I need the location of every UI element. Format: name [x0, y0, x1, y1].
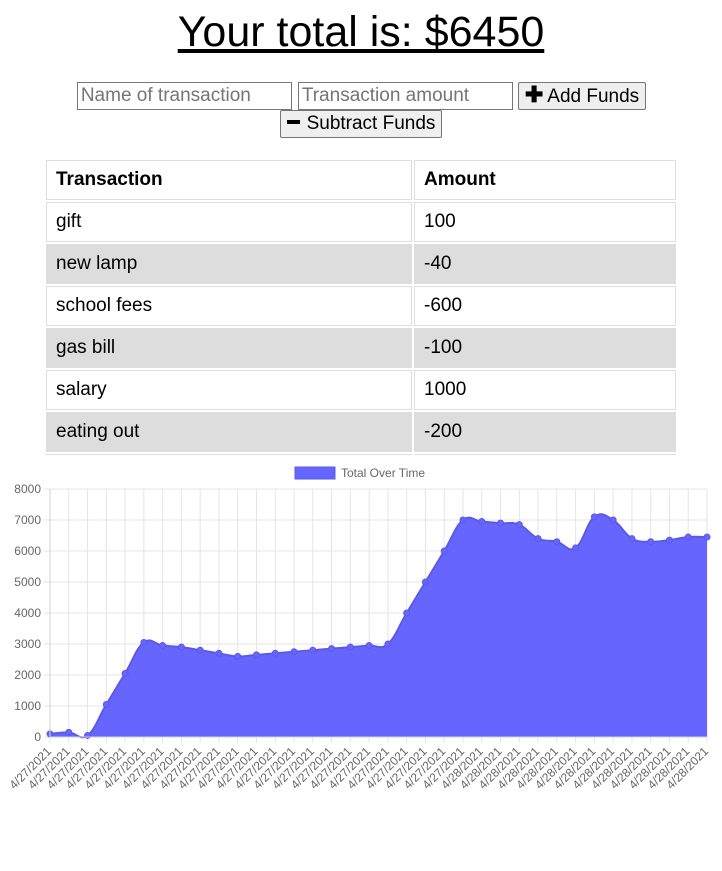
transaction-amount-cell: -600: [414, 286, 676, 326]
y-tick-label: 2000: [14, 668, 41, 682]
data-point: [665, 536, 673, 544]
data-point: [215, 649, 223, 657]
data-point: [703, 533, 711, 541]
y-tick-label: 0: [34, 730, 41, 744]
transaction-amount-cell: 100: [414, 202, 676, 242]
table-row: school fees -600: [46, 286, 676, 326]
area-fill: [50, 514, 707, 738]
data-point: [365, 642, 373, 650]
transaction-name-cell: salary: [46, 370, 412, 410]
data-point: [271, 649, 279, 657]
table-row: gift 100: [46, 202, 676, 242]
data-point: [328, 645, 336, 653]
y-tick-label: 5000: [14, 575, 41, 589]
data-point: [346, 643, 354, 651]
data-point: [290, 648, 298, 656]
table-header-row: Transaction Amount: [46, 160, 676, 200]
plus-icon: ✚: [524, 82, 544, 107]
header-amount: Amount: [414, 160, 676, 200]
data-point: [121, 669, 129, 677]
table-row: salary 1000: [46, 370, 676, 410]
data-point: [159, 642, 167, 650]
table-row: gas bill -100: [46, 328, 676, 368]
y-tick-label: 8000: [14, 482, 41, 496]
table-row: [46, 454, 676, 455]
transaction-amount-cell: -100: [414, 328, 676, 368]
y-tick-label: 1000: [14, 699, 41, 713]
y-tick-label: 6000: [14, 544, 41, 558]
minus-icon: [286, 119, 300, 124]
data-point: [440, 547, 448, 555]
transaction-name-cell: eating out: [46, 412, 412, 452]
data-point: [553, 538, 561, 546]
transaction-name-cell: school fees: [46, 286, 412, 326]
total-heading: Your total is: $6450: [177, 8, 545, 56]
y-tick-label: 3000: [14, 637, 41, 651]
transaction-name-cell: gas bill: [46, 328, 412, 368]
data-point: [140, 638, 148, 646]
legend-swatch: [294, 466, 336, 480]
add-funds-button[interactable]: ✚ Add Funds: [517, 82, 647, 110]
transaction-name-cell: new lamp: [46, 244, 412, 284]
transaction-name-input[interactable]: [76, 82, 292, 110]
transaction-amount-cell: 1000: [414, 370, 676, 410]
legend-label: Total Over Time: [341, 466, 425, 480]
data-point: [252, 651, 260, 659]
data-point: [515, 521, 523, 529]
transaction-form-row: ✚Add Funds: [0, 82, 722, 110]
transaction-amount-cell: [414, 454, 676, 455]
add-funds-label: Add Funds: [547, 86, 640, 107]
transactions-table-container[interactable]: Transaction Amount gift 100 new lamp -40…: [44, 158, 678, 455]
data-point: [84, 731, 92, 739]
data-point: [102, 700, 110, 708]
transactions-table: Transaction Amount gift 100 new lamp -40…: [44, 158, 678, 455]
y-tick-label: 4000: [14, 606, 41, 620]
data-point: [572, 544, 580, 552]
data-point: [647, 538, 655, 546]
subtract-row: Subtract Funds: [0, 110, 722, 138]
data-point: [609, 516, 617, 524]
data-point: [234, 652, 242, 660]
subtract-funds-label: Subtract Funds: [306, 113, 436, 134]
data-point: [403, 609, 411, 617]
header-transaction: Transaction: [46, 160, 412, 200]
data-point: [590, 513, 598, 521]
transaction-amount-cell: -40: [414, 244, 676, 284]
table-row: eating out -200: [46, 412, 676, 452]
table-row: new lamp -40: [46, 244, 676, 284]
data-point: [421, 578, 429, 586]
data-point: [196, 646, 204, 654]
data-point: [384, 640, 392, 648]
data-point: [177, 643, 185, 651]
transaction-amount-cell: -200: [414, 412, 676, 452]
data-point: [534, 535, 542, 543]
total-over-time-chart: 0100020003000400050006000700080004/27/20…: [6, 466, 711, 792]
transaction-name-cell: [46, 454, 412, 455]
data-point: [478, 518, 486, 526]
data-point: [497, 519, 505, 527]
data-point: [684, 533, 692, 541]
transaction-amount-input[interactable]: [297, 82, 513, 110]
transaction-name-cell: gift: [46, 202, 412, 242]
y-tick-label: 7000: [14, 513, 41, 527]
subtract-funds-button[interactable]: Subtract Funds: [279, 110, 443, 138]
data-point: [628, 535, 636, 543]
data-point: [309, 646, 317, 654]
data-point: [459, 516, 467, 524]
data-point: [65, 728, 73, 736]
